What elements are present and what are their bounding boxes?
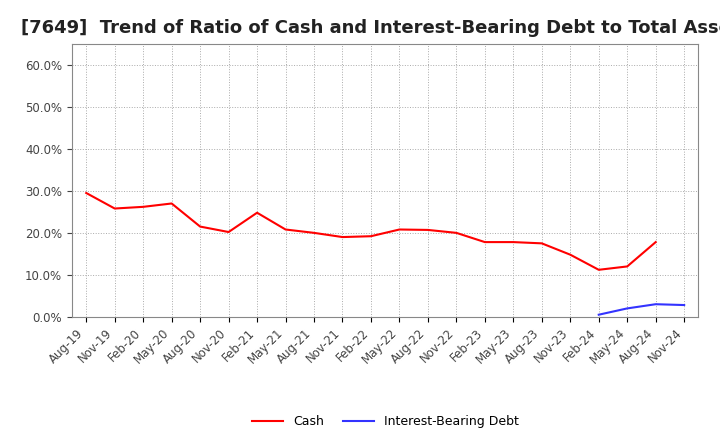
Cash (395, 227, 404, 232)
Cash (167, 201, 176, 206)
Cash (139, 204, 148, 209)
Cash (282, 227, 290, 232)
Cash (423, 227, 432, 233)
Cash (595, 267, 603, 272)
Cash (82, 191, 91, 196)
Interest-Bearing Debt (652, 301, 660, 307)
Line: Interest-Bearing Debt: Interest-Bearing Debt (599, 304, 684, 315)
Legend: Cash, Interest-Bearing Debt: Cash, Interest-Bearing Debt (247, 411, 523, 433)
Line: Cash: Cash (86, 193, 656, 270)
Cash (509, 239, 518, 245)
Cash (537, 241, 546, 246)
Cash (253, 210, 261, 215)
Cash (110, 206, 119, 211)
Cash (225, 229, 233, 235)
Cash (452, 230, 461, 235)
Interest-Bearing Debt (623, 306, 631, 311)
Cash (366, 234, 375, 239)
Cash (310, 230, 318, 235)
Title: [7649]  Trend of Ratio of Cash and Interest-Bearing Debt to Total Assets: [7649] Trend of Ratio of Cash and Intere… (21, 19, 720, 37)
Interest-Bearing Debt (680, 302, 688, 308)
Cash (566, 252, 575, 257)
Cash (480, 239, 489, 245)
Interest-Bearing Debt (595, 312, 603, 317)
Cash (652, 239, 660, 245)
Cash (623, 264, 631, 269)
Cash (338, 235, 347, 240)
Cash (196, 224, 204, 229)
